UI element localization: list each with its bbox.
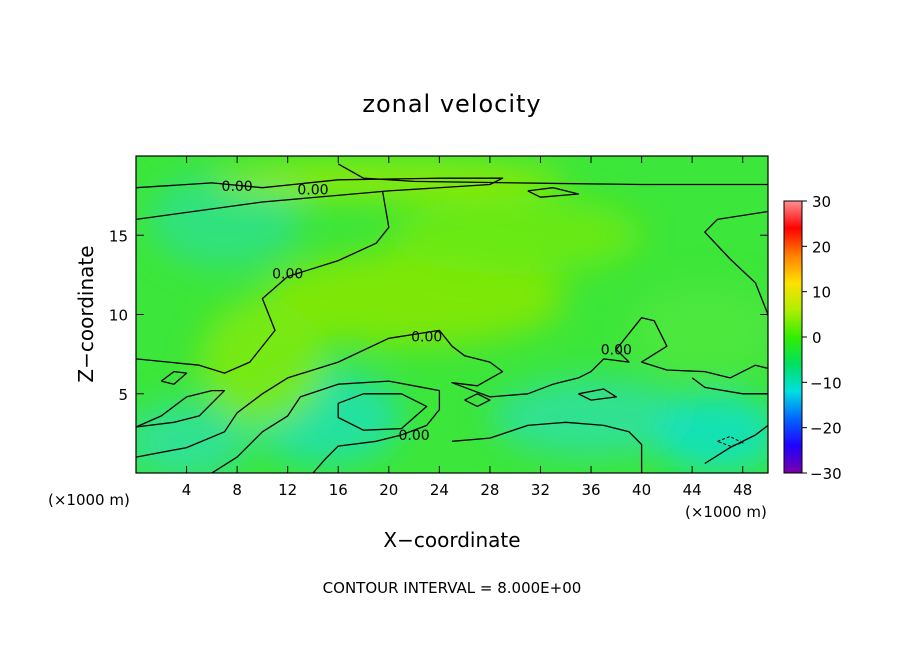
y-axis-label: Z−coordinate	[74, 245, 98, 382]
colorbar-tick-label-0: 30	[812, 193, 831, 211]
zero-contour-2	[527, 187, 580, 198]
zero-contour-4	[136, 317, 768, 458]
x-axis-label: X−coordinate	[383, 528, 520, 552]
colorbar-tick-label-3: 0	[812, 329, 822, 347]
zero-contour-3	[136, 190, 390, 374]
color-field-blob-5	[262, 251, 566, 347]
x-tick-label-1: 8	[232, 481, 242, 499]
y-axis: 5 10 15	[109, 227, 768, 404]
zero-contour-6	[160, 370, 188, 385]
color-field-blob-7	[388, 195, 642, 275]
zero-contour-5	[136, 389, 226, 428]
zero-contour-8	[337, 393, 428, 431]
zero-contour-9	[464, 393, 491, 408]
y-tick-label-1: 10	[109, 307, 128, 325]
colorbar-fill	[783, 200, 803, 474]
y-tick-label-2: 15	[109, 227, 128, 245]
colorbar-tick-label-2: 10	[812, 284, 831, 302]
contour-label-0: 0.00	[222, 179, 253, 195]
x-unit-right: (×1000 m)	[685, 503, 767, 521]
zero-contour-14	[704, 210, 768, 315]
zero-contour-13	[704, 424, 768, 465]
contour-label-2: 0.00	[272, 266, 303, 282]
x-axis: 4 8 12 16 20 24 28 32 36 40 44 48	[182, 156, 752, 499]
contour-interval-note: CONTOUR INTERVAL = 8.000E+00	[323, 579, 582, 597]
x-unit-left: (×1000 m)	[48, 491, 130, 509]
contour-label-3: 0.00	[411, 330, 442, 346]
contour-labels: 0.00 0.00 0.00 0.00 0.00 0.00	[222, 179, 632, 444]
x-tick-label-10: 44	[683, 481, 702, 499]
x-tick-label-9: 40	[632, 481, 651, 499]
chart-title: zonal velocity	[362, 90, 541, 118]
zero-contour-10	[451, 421, 643, 473]
color-field-blob-0	[148, 171, 301, 267]
contour-label-5: 0.00	[398, 428, 429, 444]
color-field-blob-3	[489, 377, 693, 458]
contour-label-4: 0.00	[601, 342, 632, 358]
y-tick-label-0: 5	[118, 386, 128, 404]
color-field-blob-6	[199, 298, 326, 426]
zero-contour-12	[691, 377, 768, 395]
colorbar-tick-label-4: −10	[810, 374, 842, 392]
colorbar-tick-label-5: −20	[810, 420, 842, 438]
x-tick-label-11: 48	[733, 481, 752, 499]
colorbar: 30 20 10 0 −10 −20 −30	[783, 193, 842, 483]
color-field-blob-9	[628, 282, 768, 378]
negative-contour-0	[717, 435, 745, 447]
colorbar-tick-label-6: −30	[810, 465, 842, 483]
zero-contour-7	[211, 380, 441, 473]
x-tick-label-8: 36	[581, 481, 600, 499]
contour-lines	[136, 163, 768, 473]
colorbar-tick-label-1: 20	[812, 238, 831, 256]
zero-contour-1	[337, 163, 768, 186]
colorbar-ticks: 30 20 10 0 −10 −20 −30	[802, 193, 842, 483]
contour-label-1: 0.00	[297, 182, 328, 198]
x-tick-label-2: 12	[278, 481, 297, 499]
color-field-blob-4	[654, 393, 768, 473]
zero-contour-11	[578, 388, 617, 401]
x-tick-label-0: 4	[182, 481, 192, 499]
color-field-blob-1	[136, 401, 250, 473]
zero-contour-0	[136, 177, 504, 221]
x-tick-label-4: 20	[379, 481, 398, 499]
x-tick-label-3: 16	[329, 481, 348, 499]
x-tick-label-7: 32	[531, 481, 550, 499]
plot-area: 0.00 0.00 0.00 0.00 0.00 0.00	[135, 155, 769, 474]
x-tick-label-5: 24	[430, 481, 449, 499]
x-tick-label-6: 28	[480, 481, 499, 499]
